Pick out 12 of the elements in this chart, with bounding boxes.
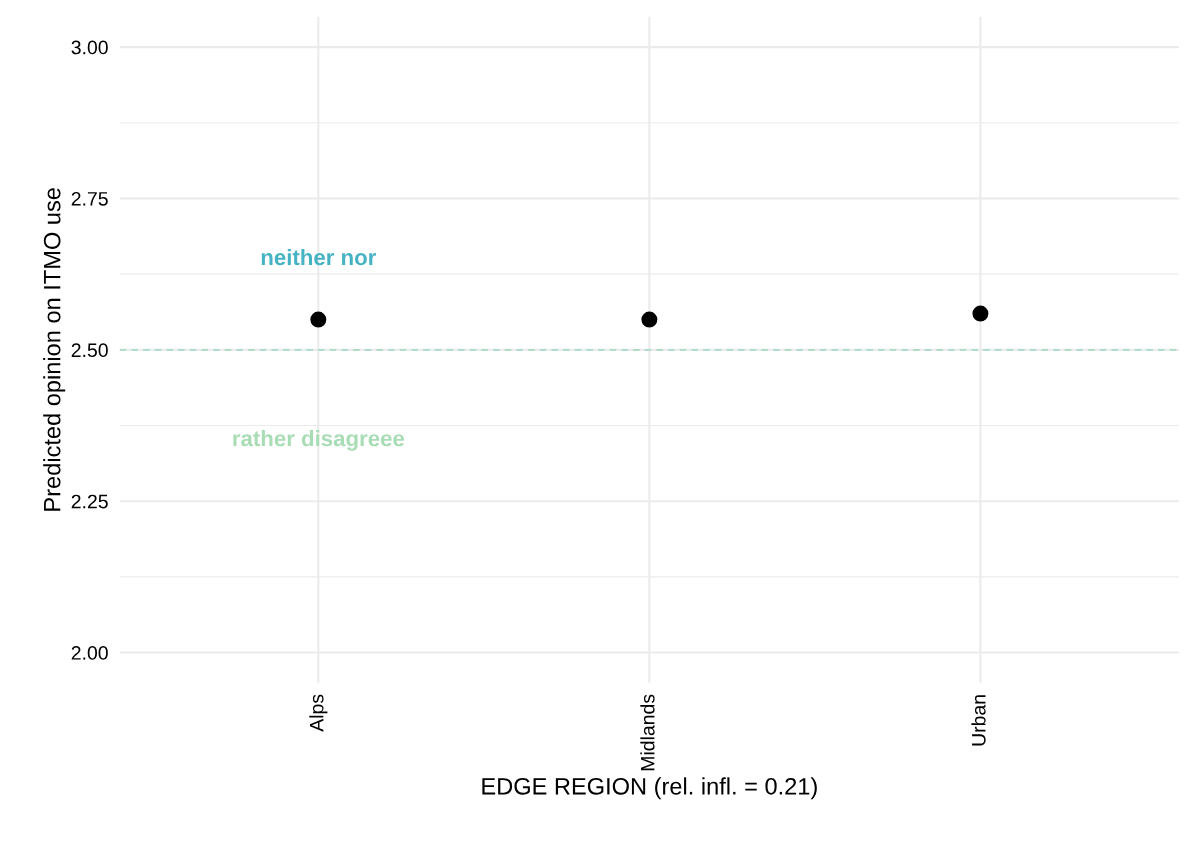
y-tick-label: 3.00	[71, 40, 108, 55]
annotation: rather disagreee	[233, 430, 405, 451]
x-axis-title: EDGE REGION (rel. infl. = 0.21)	[482, 777, 817, 800]
x-tick-label: Alps	[309, 694, 328, 732]
x-tick-label: Urban	[971, 695, 986, 746]
y-tick-label: 2.00	[71, 646, 108, 660]
y-tick-label: 2.50	[71, 343, 108, 358]
y-tick-label: 2.75	[71, 191, 108, 206]
y-axis-title: Predicted opinion on ITMO use	[43, 188, 66, 511]
annotation: neither nor	[261, 248, 377, 266]
x-tick-label: Midlands	[640, 694, 655, 771]
y-tick-label: 2.25	[71, 494, 108, 509]
